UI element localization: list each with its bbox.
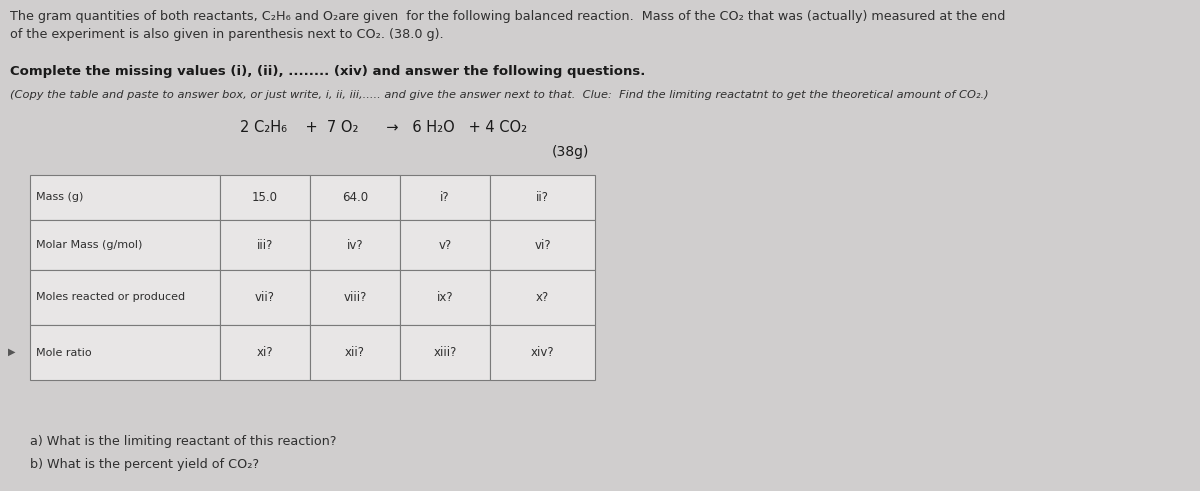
Text: ii?: ii? <box>536 191 550 204</box>
Text: xiii?: xiii? <box>433 346 457 359</box>
Text: (Copy the table and paste to answer box, or just write, i, ii, iii,..... and giv: (Copy the table and paste to answer box,… <box>10 90 989 100</box>
Text: Mole ratio: Mole ratio <box>36 348 91 357</box>
Bar <box>490 175 595 220</box>
Bar <box>400 175 490 220</box>
Bar <box>220 270 310 325</box>
Text: viii?: viii? <box>343 291 367 304</box>
Text: iv?: iv? <box>347 239 364 251</box>
Text: 2 C₂H₆    +  7 O₂      →   6 H₂O   + 4 CO₂: 2 C₂H₆ + 7 O₂ → 6 H₂O + 4 CO₂ <box>240 120 527 135</box>
Text: v?: v? <box>438 239 451 251</box>
Bar <box>310 220 400 270</box>
Bar <box>30 220 220 270</box>
Bar <box>220 325 310 380</box>
Bar <box>30 175 220 220</box>
Text: vi?: vi? <box>534 239 551 251</box>
Bar <box>400 325 490 380</box>
Text: b) What is the percent yield of CO₂?: b) What is the percent yield of CO₂? <box>30 458 259 471</box>
Text: Moles reacted or produced: Moles reacted or produced <box>36 293 185 302</box>
Text: xiv?: xiv? <box>530 346 554 359</box>
Bar <box>490 220 595 270</box>
Text: of the experiment is also given in parenthesis next to CO₂. (38.0 g).: of the experiment is also given in paren… <box>10 28 444 41</box>
Text: 64.0: 64.0 <box>342 191 368 204</box>
Text: (38g): (38g) <box>551 145 589 159</box>
Text: Mass (g): Mass (g) <box>36 192 83 202</box>
Bar <box>30 325 220 380</box>
Bar <box>220 220 310 270</box>
Bar <box>400 270 490 325</box>
Text: x?: x? <box>536 291 550 304</box>
Text: i?: i? <box>440 191 450 204</box>
Text: 15.0: 15.0 <box>252 191 278 204</box>
Bar <box>310 270 400 325</box>
Text: a) What is the limiting reactant of this reaction?: a) What is the limiting reactant of this… <box>30 435 336 448</box>
Text: ▶: ▶ <box>8 347 16 357</box>
Bar <box>490 270 595 325</box>
Text: vii?: vii? <box>256 291 275 304</box>
Text: xii?: xii? <box>346 346 365 359</box>
Text: The gram quantities of both reactants, C₂H₆ and O₂are given  for the following b: The gram quantities of both reactants, C… <box>10 10 1006 23</box>
Bar <box>490 325 595 380</box>
Text: ix?: ix? <box>437 291 454 304</box>
Bar <box>310 175 400 220</box>
Text: iii?: iii? <box>257 239 274 251</box>
Bar <box>30 270 220 325</box>
Text: Complete the missing values (i), (ii), ........ (xiv) and answer the following q: Complete the missing values (i), (ii), .… <box>10 65 646 78</box>
Bar <box>310 325 400 380</box>
Bar <box>400 220 490 270</box>
Text: xi?: xi? <box>257 346 274 359</box>
Bar <box>220 175 310 220</box>
Text: Molar Mass (g/mol): Molar Mass (g/mol) <box>36 240 143 250</box>
